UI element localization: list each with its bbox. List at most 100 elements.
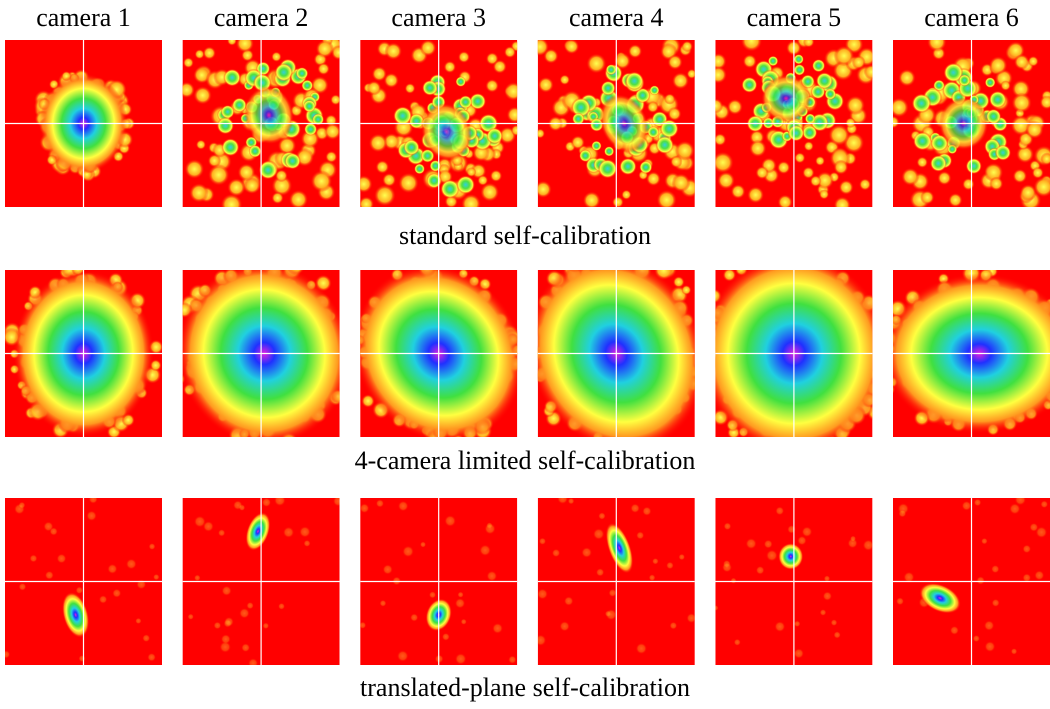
heat-speck [419,40,437,57]
heat-speck [576,270,585,272]
heat-speck [833,631,841,639]
heat-speck [958,74,971,87]
column-header: camera 5 [747,3,842,32]
heat-speck [461,193,482,207]
heat-speck [829,435,836,437]
heat-speck [366,80,382,96]
heatmap-panel [893,40,1050,207]
heat-speck [1019,184,1037,202]
heat-speck [543,48,559,64]
heat-speck [872,348,889,365]
heat-speck [787,524,797,534]
heat-speck [715,604,719,612]
heat-speck [672,276,685,288]
heat-speck [802,166,815,179]
heat-speck [646,100,659,114]
heatmap-panel [893,498,1050,665]
heat-speck [282,526,295,539]
heat-speck [636,531,645,540]
heat-speck [49,527,58,536]
heat-speck [563,596,574,606]
heat-speck [671,72,690,90]
heat-speck [893,97,909,118]
heat-speck [393,106,413,126]
heat-speck [898,509,907,518]
heat-speck [991,598,1000,607]
heat-speck [833,45,855,67]
heat-speck [274,169,288,183]
row-caption: standard self-calibration [399,221,651,250]
heat-speck [426,172,442,189]
heat-speck [506,106,518,124]
heat-speck [274,63,294,82]
heat-speck [721,562,733,573]
heat-speck [243,177,261,195]
heat-speck [984,641,996,653]
heat-speck [740,40,763,52]
heat-speck [815,155,826,166]
heat-speck [572,112,585,126]
heat-speck [1027,55,1039,67]
heat-speck [277,136,297,156]
heat-speck [147,652,156,662]
heatmap-panel [715,250,893,457]
heat-speck [375,160,390,174]
heat-speck [414,163,425,175]
heat-speck [893,115,900,129]
heat-speck [838,179,854,195]
heat-speck [874,381,888,395]
column-header: camera 4 [569,3,664,32]
heat-speck [635,642,648,655]
heat-speck [674,140,695,161]
heat-speck [621,189,632,200]
heat-speck [466,166,477,178]
heat-speck [776,160,791,175]
heat-speck [730,577,737,584]
heat-speck [220,634,231,645]
heat-speck [189,183,209,203]
heat-speck [614,249,633,268]
heat-speck [828,124,850,146]
heat-speck [686,613,695,624]
heat-blob [62,592,90,638]
heatmap-panel [5,270,162,437]
heat-speck [755,565,765,575]
heat-speck [858,178,872,191]
heat-speck [988,56,1008,75]
heat-speck [973,498,982,507]
heat-speck [344,316,354,326]
heat-speck [219,641,232,653]
heat-blob [421,103,472,161]
heat-speck [686,68,695,79]
heat-speck [479,544,492,557]
heat-speck [802,40,815,48]
heat-speck [273,498,286,507]
heat-speck [898,69,916,87]
heat-speck [262,440,274,452]
heat-speck [786,250,804,268]
heat-speck [749,139,767,158]
heat-speck [965,157,982,175]
heat-speck [605,608,617,621]
heat-speck [220,193,243,207]
heatmap-content [893,40,1050,207]
heat-speck [845,95,866,116]
heat-speck [237,163,256,182]
heat-speck [815,171,834,190]
heat-speck [851,55,866,70]
heat-speck [284,152,301,170]
heat-speck [396,650,409,662]
heatmap-content [5,40,162,207]
heat-speck [148,543,156,550]
heat-blob [919,582,961,614]
heat-speck [882,373,893,384]
heat-speck [666,561,674,570]
heat-speck [984,77,996,88]
heat-speck [231,97,247,113]
heat-speck [800,446,811,457]
heat-speck [600,80,616,96]
heat-speck [443,60,457,74]
heat-speck [477,174,489,186]
heat-speck [961,500,972,511]
heat-speck [586,53,607,74]
